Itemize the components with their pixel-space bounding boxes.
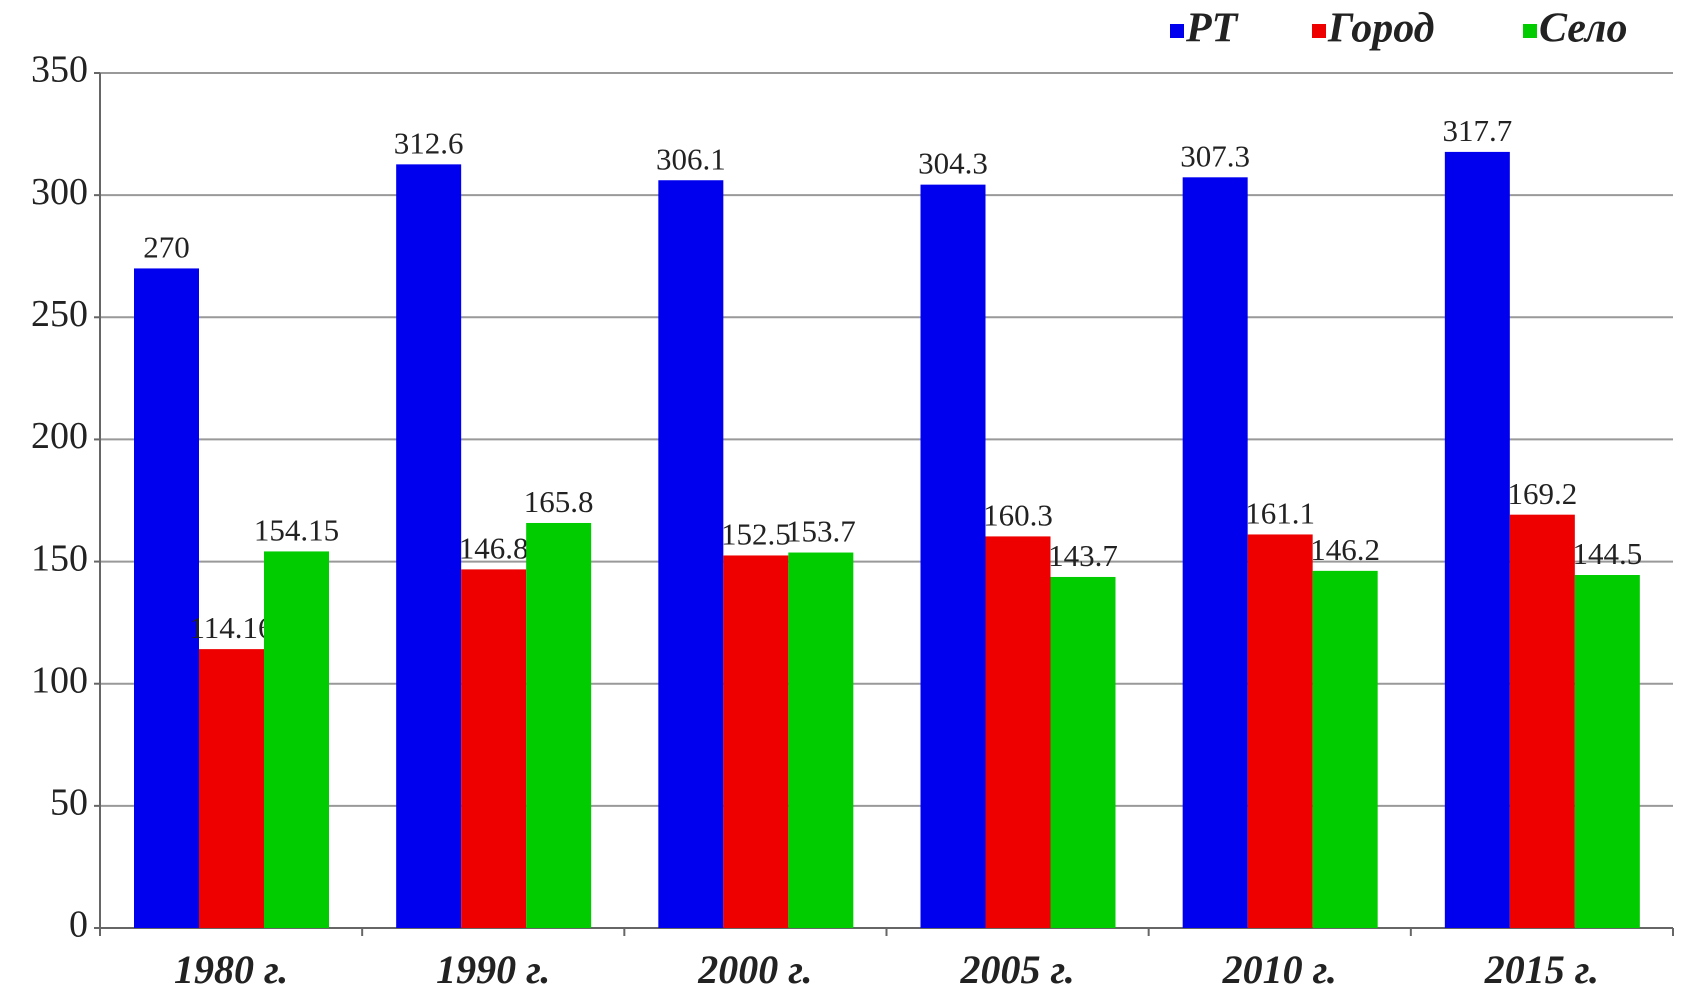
bar <box>396 164 462 928</box>
bar <box>199 649 264 928</box>
y-tick-label: 50 <box>50 782 88 824</box>
data-label: 312.6 <box>394 125 464 160</box>
bar <box>461 569 527 928</box>
data-label: 317.7 <box>1442 113 1512 148</box>
bar <box>134 268 199 928</box>
legend-label: Город <box>1327 6 1434 52</box>
y-tick-label: 100 <box>31 659 88 701</box>
y-tick-label: 250 <box>31 293 88 335</box>
bar <box>658 180 724 928</box>
data-label: 146.2 <box>1310 532 1380 567</box>
y-tick-label: 300 <box>31 171 88 213</box>
data-label: 143.7 <box>1048 538 1118 573</box>
x-tick-label: 1980 г. <box>174 947 288 991</box>
bar <box>264 551 329 928</box>
bar <box>788 552 854 928</box>
data-label: 146.8 <box>459 530 529 565</box>
data-label: 144.5 <box>1572 536 1642 571</box>
data-label: 306.1 <box>656 141 726 176</box>
legend-swatch <box>1170 24 1184 38</box>
x-tick-label: 1990 г. <box>436 947 550 991</box>
legend-swatch <box>1312 24 1326 38</box>
y-tick-label: 0 <box>69 904 88 946</box>
y-tick-label: 200 <box>31 415 88 457</box>
data-label: 169.2 <box>1507 476 1577 511</box>
data-label: 152.5 <box>721 517 791 552</box>
legend-label: РТ <box>1185 6 1240 52</box>
bar <box>1247 534 1313 928</box>
bar <box>1444 151 1510 928</box>
data-label: 161.1 <box>1245 496 1315 531</box>
data-label: 114.16 <box>189 610 273 645</box>
data-label: 307.3 <box>1180 138 1250 173</box>
bar <box>723 555 789 928</box>
legend-swatch <box>1523 24 1537 38</box>
data-label: 154.15 <box>254 513 339 548</box>
data-label: 153.7 <box>786 514 856 549</box>
bar <box>526 522 592 928</box>
x-tick-label: 2005 г. <box>959 947 1074 991</box>
x-tick-label: 2010 г. <box>1222 947 1337 991</box>
x-tick-label: 2015 г. <box>1484 947 1599 991</box>
bar <box>1312 570 1378 928</box>
x-tick-label: 2000 г. <box>697 947 812 991</box>
bar <box>1509 514 1575 928</box>
bar <box>1574 575 1640 928</box>
y-tick-label: 150 <box>31 537 88 579</box>
bar <box>920 184 986 929</box>
y-tick-label: 350 <box>31 49 88 91</box>
bar <box>1050 576 1116 928</box>
data-label: 304.3 <box>918 146 988 181</box>
bar <box>985 536 1051 928</box>
legend-label: Село <box>1539 6 1627 52</box>
data-label: 165.8 <box>524 484 594 519</box>
data-label: 160.3 <box>983 498 1053 533</box>
data-label: 270 <box>143 230 190 265</box>
bar <box>1182 177 1248 928</box>
